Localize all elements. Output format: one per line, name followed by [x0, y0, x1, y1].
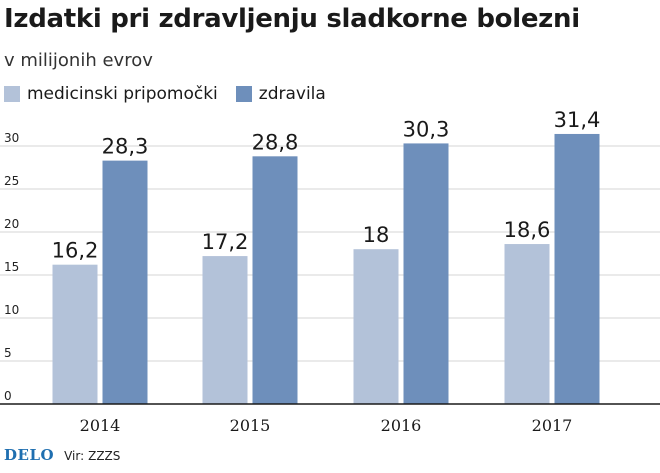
- data-label-medicinski-pripomocki-2016: 18: [363, 223, 390, 247]
- y-tick-label-10: 10: [4, 303, 19, 317]
- y-tick-label-20: 20: [4, 217, 19, 231]
- x-tick-label-2016: 2016: [381, 416, 422, 435]
- y-tick-label-15: 15: [4, 260, 19, 274]
- legend-label-zdravila: zdravila: [258, 84, 326, 104]
- chart-subtitle: v milijonih evrov: [4, 50, 153, 71]
- data-label-medicinski-pripomocki-2014: 16,2: [52, 239, 99, 263]
- bar-medicinski-pripomocki-2014: [52, 264, 98, 404]
- x-tick-label-2017: 2017: [532, 416, 573, 435]
- legend-swatch-zdravila: [235, 86, 252, 102]
- legend-swatch-medicinski-pripomocki: [4, 86, 20, 102]
- data-label-zdravila-2014: 28,3: [102, 135, 149, 159]
- legend-label-medicinski-pripomocki: medicinski pripomočki: [27, 84, 218, 104]
- x-tick-label-2015: 2015: [230, 416, 271, 435]
- data-label-medicinski-pripomocki-2017: 18,6: [504, 218, 551, 242]
- legend-item-medicinski-pripomocki: medicinski pripomočki: [4, 84, 218, 104]
- source-label: Vir:: [64, 449, 85, 463]
- brand-logo: DELO: [4, 446, 55, 464]
- data-label-zdravila-2017: 31,4: [554, 108, 601, 132]
- bar-medicinski-pripomocki-2016: [353, 249, 399, 404]
- data-label-zdravila-2015: 28,8: [252, 130, 299, 154]
- bar-zdravila-2016: [403, 143, 449, 405]
- y-tick-label-0: 0: [4, 389, 12, 403]
- y-tick-label-5: 5: [4, 346, 12, 360]
- legend: medicinski pripomočki zdravila: [4, 84, 344, 104]
- bar-medicinski-pripomocki-2015: [202, 256, 248, 404]
- bar-zdravila-2014: [102, 160, 148, 404]
- y-tick-label-30: 30: [4, 131, 19, 145]
- legend-item-zdravila: zdravila: [235, 84, 326, 104]
- footer: DELO Vir: ZZZS: [4, 446, 120, 464]
- data-label-medicinski-pripomocki-2015: 17,2: [202, 230, 249, 254]
- x-tick-label-2014: 2014: [80, 416, 121, 435]
- data-label-zdravila-2016: 30,3: [403, 117, 450, 141]
- y-tick-label-25: 25: [4, 174, 19, 188]
- bar-zdravila-2017: [554, 133, 600, 404]
- bar-medicinski-pripomocki-2017: [504, 244, 550, 404]
- bar-zdravila-2015: [252, 156, 298, 404]
- source-value: ZZZS: [88, 449, 121, 463]
- chart-title: Izdatki pri zdravljenju sladkorne bolezn…: [4, 4, 580, 34]
